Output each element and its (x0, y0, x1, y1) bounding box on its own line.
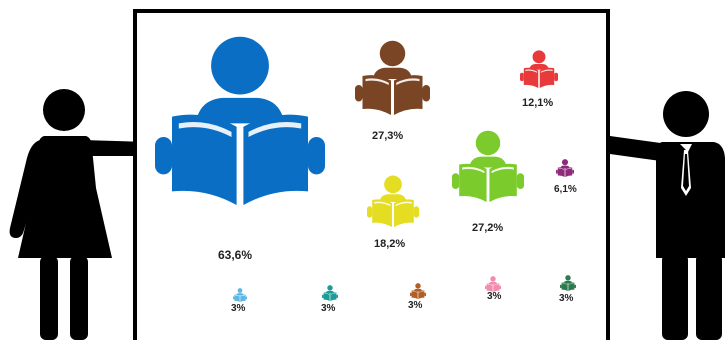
reader-lightblue (233, 288, 247, 302)
man-figure-icon (600, 91, 725, 340)
reader-blue-percent-label: 63,6% (218, 248, 253, 262)
reader-teal-percent-label: 3% (321, 303, 336, 314)
reader-green-percent-label: 27,2% (472, 222, 504, 234)
reader-red-percent-label: 12,1% (522, 97, 554, 109)
reader-pink-icon (485, 276, 501, 292)
reader-green (452, 130, 524, 202)
reader-yellow (367, 175, 419, 227)
reader-orange-percent-label: 3% (408, 300, 423, 311)
reader-purple-icon (556, 159, 574, 177)
reader-yellow-percent-label: 18,2% (374, 238, 406, 250)
reader-purple (556, 159, 574, 177)
reader-lightblue-percent-label: 3% (231, 303, 246, 314)
reader-yellow-icon (367, 175, 419, 227)
reader-red (520, 50, 558, 88)
reader-darkgreen-icon (560, 275, 576, 291)
reader-teal (322, 285, 338, 301)
reader-pink-percent-label: 3% (487, 291, 502, 302)
reader-pink (485, 276, 501, 292)
reader-lightblue-icon (233, 288, 247, 302)
reader-darkgreen-percent-label: 3% (559, 293, 574, 304)
reader-teal-icon (322, 285, 338, 301)
reader-brown (355, 40, 430, 115)
reader-blue-icon (155, 36, 325, 205)
reader-brown-percent-label: 27,3% (372, 130, 404, 142)
reader-purple-percent-label: 6,1% (554, 184, 577, 195)
reader-green-icon (452, 130, 524, 202)
woman-figure-icon (9, 89, 157, 340)
reader-orange (410, 283, 426, 299)
reader-darkgreen (560, 275, 576, 291)
reader-brown-icon (355, 40, 430, 115)
reader-blue (155, 35, 325, 205)
reader-orange-icon (410, 283, 426, 299)
reader-red-icon (520, 50, 558, 88)
